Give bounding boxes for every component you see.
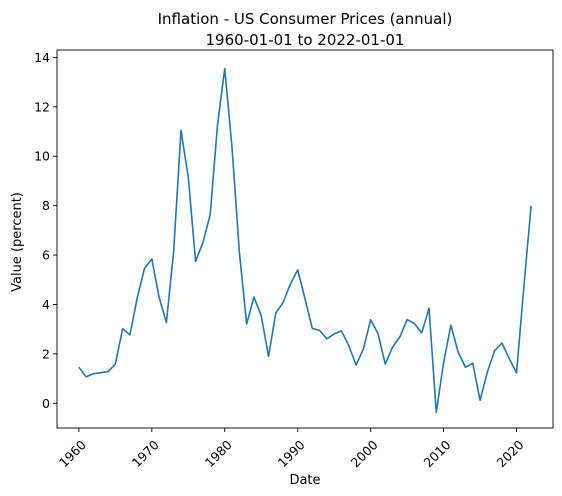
y-tick-label: 6 <box>42 248 50 263</box>
chart-title: Inflation - US Consumer Prices (annual) <box>158 10 453 28</box>
y-tick-label: 12 <box>34 99 50 114</box>
x-tick-label: 2010 <box>421 437 454 470</box>
chart-subtitle: 1960-01-01 to 2022-01-01 <box>206 31 405 49</box>
x-tick-label: 1990 <box>275 437 308 470</box>
x-tick-label: 2020 <box>494 437 527 470</box>
plot-frame <box>56 49 554 429</box>
y-tick-label: 14 <box>34 50 50 65</box>
plot-area: 1960 1970 1980 1990 2000 2010 2020 0 2 4 6 8 10 12 14 <box>34 49 554 470</box>
y-axis-label: Value (percent) <box>10 192 25 292</box>
x-axis-label: Date <box>289 473 320 488</box>
x-tick-label: 1970 <box>129 437 162 470</box>
series-line <box>78 67 532 413</box>
y-tick-label: 4 <box>42 297 50 312</box>
y-tick-label: 8 <box>42 198 50 213</box>
y-tick-label: 2 <box>42 346 50 361</box>
y-tick-label: 10 <box>34 149 50 164</box>
x-tick-label: 1960 <box>56 437 89 470</box>
x-tick-label: 2000 <box>348 437 381 470</box>
x-tick-label: 1980 <box>202 437 235 470</box>
y-tick-label: 0 <box>42 396 50 411</box>
